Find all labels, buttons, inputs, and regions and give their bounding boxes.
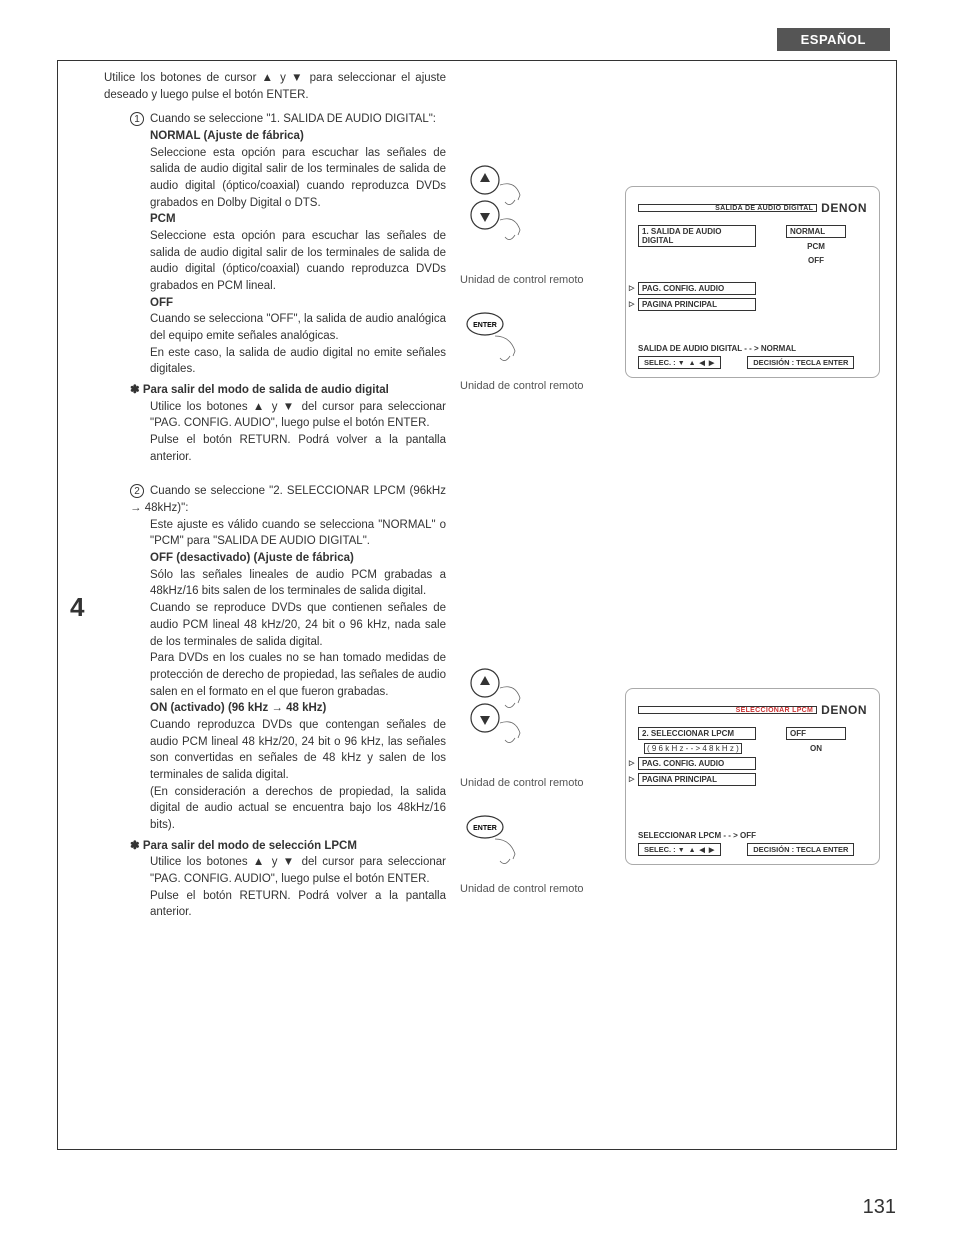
osd-screen-2: SELECCIONAR LPCM DENON 2. SELECCIONAR LP… xyxy=(625,688,880,865)
page-number: 131 xyxy=(863,1196,896,1219)
normal-text: Seleccione esta opción para escuchar las… xyxy=(150,145,446,212)
menu-nav-config: PAG. CONFIG. AUDIO xyxy=(638,282,756,295)
menu-item-lpcm: 2. SELECCIONAR LPCM xyxy=(638,727,756,740)
off2-heading: OFF (desactivado) (Ajuste de fábrica) xyxy=(150,550,446,567)
osd-header-1: SALIDA DE AUDIO DIGITAL xyxy=(638,204,817,212)
menu-nav-principal: PAGINA PRINCIPAL xyxy=(638,298,756,311)
off2-p3: Para DVDs en los cuales no se han tomado… xyxy=(150,650,446,700)
exit2-p1: Utilice los botones ▲ y ▼ del cursor par… xyxy=(150,854,446,887)
off2-p2: Cuando se reproduce DVDs que contienen s… xyxy=(150,600,446,650)
pcm-text: Seleccione esta opción para escuchar las… xyxy=(150,228,446,295)
circled-1: 1 xyxy=(130,112,144,126)
exit2-p2: Pulse el botón RETURN. Podrá volver a la… xyxy=(150,888,446,921)
decision-box-1: DECISIÓN : TECLA ENTER xyxy=(747,356,854,369)
language-tab: ESPAÑOL xyxy=(777,28,890,51)
remote-caption-1: Unidad de control remoto xyxy=(460,274,584,286)
on-p1: Cuando reproduzca DVDs que contengan señ… xyxy=(150,717,446,784)
remote-caption-2: Unidad de control remoto xyxy=(460,380,584,392)
cursor-buttons-icon-2 xyxy=(460,663,540,773)
off-text2: En este caso, la salida de audio digital… xyxy=(150,345,446,378)
svg-text:ENTER: ENTER xyxy=(473,825,497,832)
item1-lead: 1Cuando se seleccione "1. SALIDA DE AUDI… xyxy=(130,111,446,128)
off-text1: Cuando se selecciona "OFF", la salida de… xyxy=(150,311,446,344)
opt-on: ON xyxy=(786,743,846,754)
opt-off-2: OFF xyxy=(786,727,846,740)
on-heading: ON (activado) (96 kHz → 48 kHz) xyxy=(150,700,446,717)
remote-caption-4: Unidad de control remoto xyxy=(460,883,584,895)
svg-text:ENTER: ENTER xyxy=(473,322,497,329)
opt-off: OFF xyxy=(786,255,846,266)
normal-heading: NORMAL (Ajuste de fábrica) xyxy=(150,128,446,145)
enter-button-icon-2: ENTER xyxy=(460,809,540,879)
denon-brand-1: DENON xyxy=(821,201,867,215)
pcm-heading: PCM xyxy=(150,211,446,228)
menu-sub-lpcm: ( 9 6 k H z - - > 4 8 k H z ) xyxy=(644,743,742,754)
exit1-p2: Pulse el botón RETURN. Podrá volver a la… xyxy=(150,432,446,465)
circled-2: 2 xyxy=(130,484,144,498)
osd-screen-1: SALIDA DE AUDIO DIGITAL DENON 1. SALIDA … xyxy=(625,186,880,378)
intro-text: Utilice los botones de cursor ▲ y ▼ para… xyxy=(104,70,446,103)
osd-header-2: SELECCIONAR LPCM xyxy=(638,706,817,714)
remote-caption-3: Unidad de control remoto xyxy=(460,777,584,789)
off-heading: OFF xyxy=(150,295,446,312)
denon-brand-2: DENON xyxy=(821,703,867,717)
exit2-heading: Para salir del modo de selección LPCM xyxy=(130,838,446,855)
exit1-heading: Para salir del modo de salida de audio d… xyxy=(130,382,446,399)
on-p2: (En consideración a derechos de propieda… xyxy=(150,784,446,834)
cursor-buttons-icon xyxy=(460,160,540,270)
menu-nav-principal-2: PAGINA PRINCIPAL xyxy=(638,773,756,786)
left-column: Utilice los botones de cursor ▲ y ▼ para… xyxy=(104,70,446,921)
status-line-2: SELECCIONAR LPCM - - > OFF xyxy=(638,831,867,840)
exit1-p1: Utilice los botones ▲ y ▼ del cursor par… xyxy=(150,399,446,432)
item2-valid: Este ajuste es válido cuando se seleccio… xyxy=(150,517,446,550)
menu-nav-config-2: PAG. CONFIG. AUDIO xyxy=(638,757,756,770)
opt-normal: NORMAL xyxy=(786,225,846,238)
decision-box-2: DECISIÓN : TECLA ENTER xyxy=(747,843,854,856)
select-box-2: SELEC. : ▼ ▲ ◀ ▶ xyxy=(638,843,721,856)
item2-lead: 2Cuando se seleccione "2. SELECCIONAR LP… xyxy=(130,483,446,516)
step-number: 4 xyxy=(70,592,84,623)
opt-pcm: PCM xyxy=(786,241,846,252)
off2-p1: Sólo las señales lineales de audio PCM g… xyxy=(150,567,446,600)
menu-item-salida: 1. SALIDA DE AUDIO DIGITAL xyxy=(638,225,756,247)
status-line-1: SALIDA DE AUDIO DIGITAL - - > NORMAL xyxy=(638,344,867,353)
remote-group-1: Unidad de control remoto ENTER Unidad de… xyxy=(460,160,584,392)
enter-button-icon: ENTER xyxy=(460,306,540,376)
select-box-1: SELEC. : ▼ ▲ ◀ ▶ xyxy=(638,356,721,369)
remote-group-2: Unidad de control remoto ENTER Unidad de… xyxy=(460,663,584,895)
